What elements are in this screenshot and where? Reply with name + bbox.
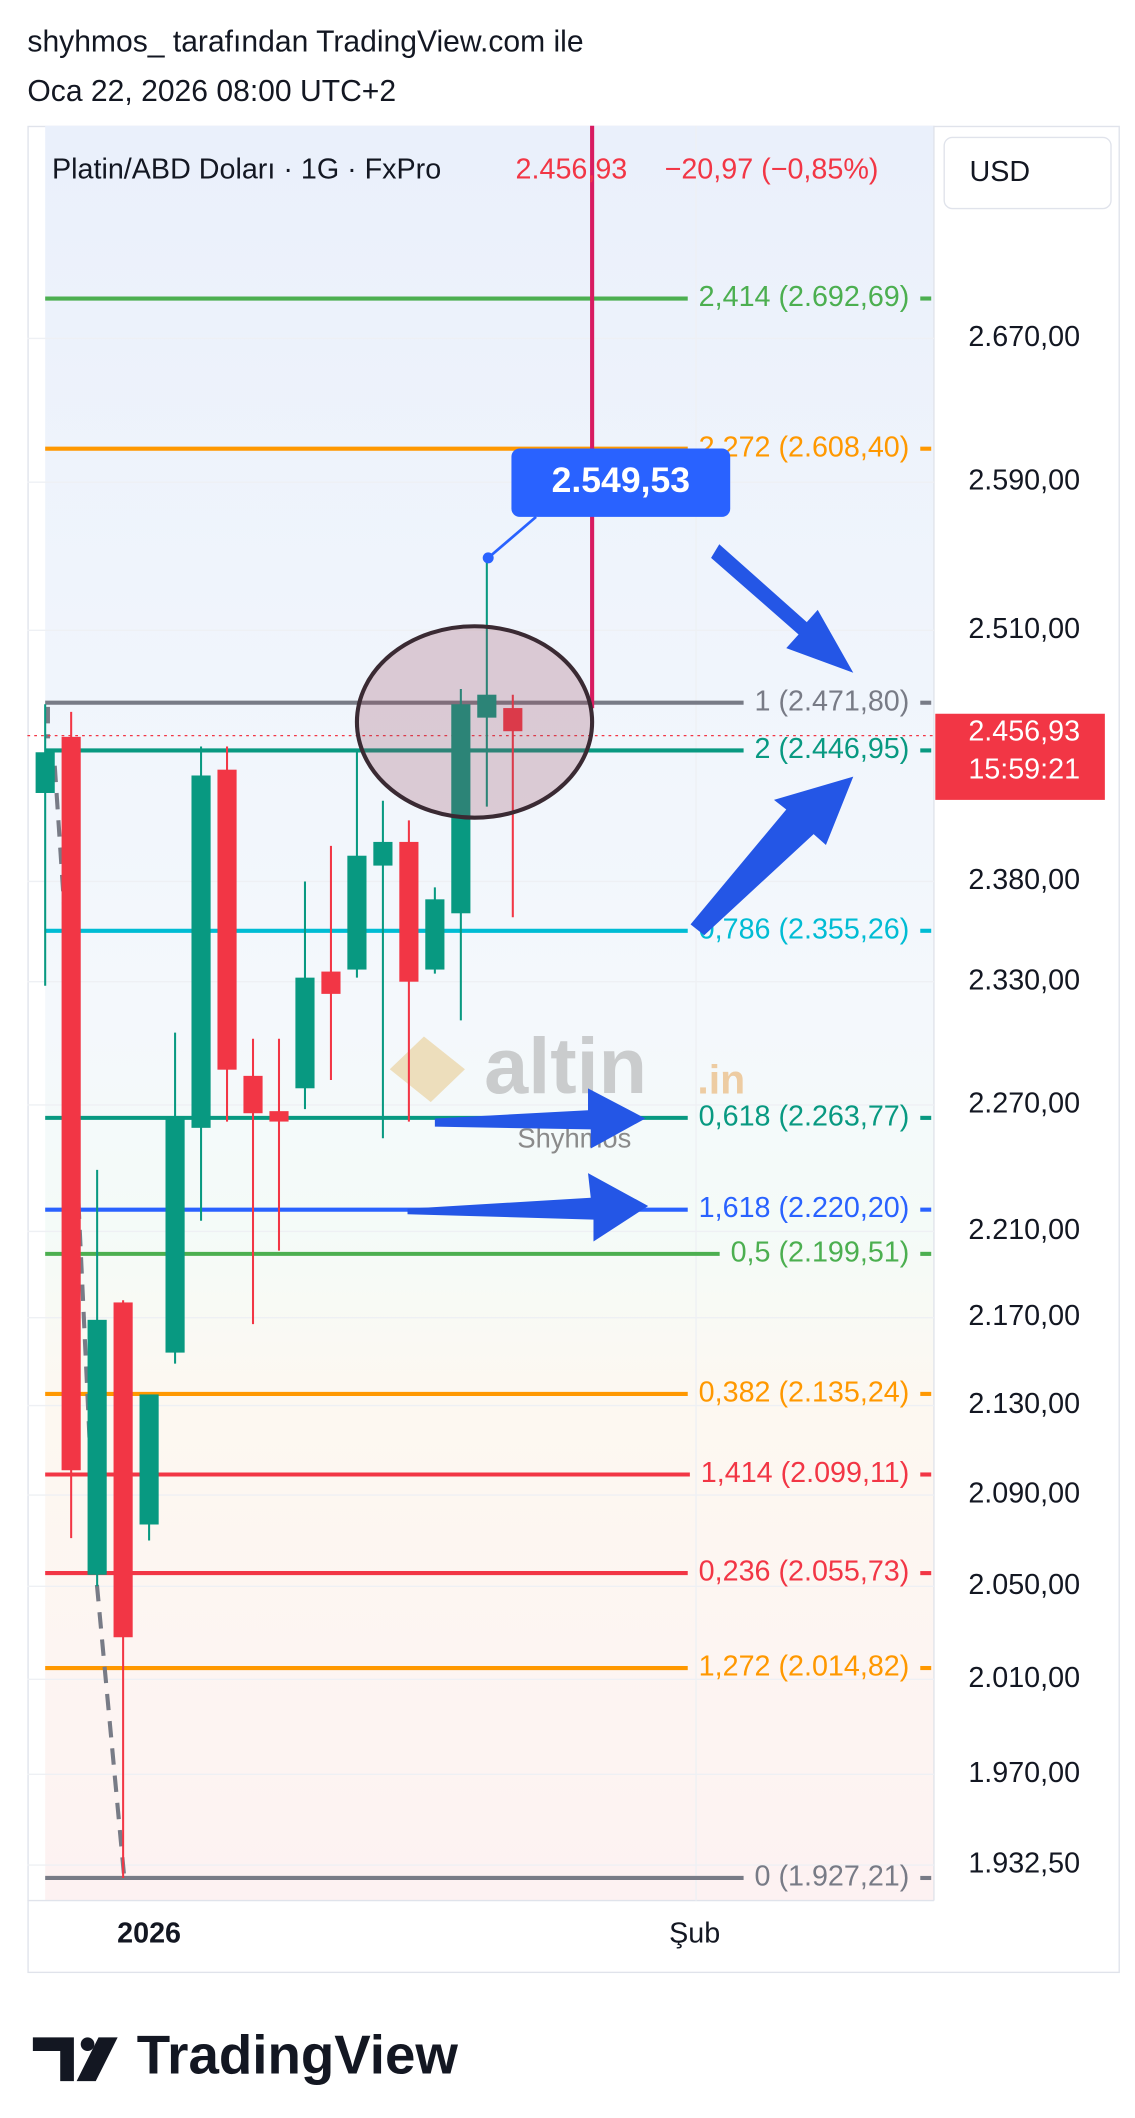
- y-tick-label: 2.590,00: [968, 465, 1080, 497]
- date-line: Oca 22, 2026 08:00 UTC+2: [27, 75, 396, 108]
- trend-line: [45, 706, 127, 1881]
- watermark-name: altin: [484, 1021, 647, 1110]
- level-label: 1,618 (2.220,20): [699, 1192, 910, 1224]
- symbol: Platin/ABD Doları · 1G · FxPro: [52, 153, 441, 185]
- candle-body: [217, 769, 237, 1070]
- price-badge-value: 2.456,93: [968, 715, 1080, 747]
- arrow: [690, 776, 854, 936]
- candle-body: [295, 977, 315, 1089]
- level-label: 0,382 (2.135,24): [699, 1376, 910, 1408]
- y-tick-label: 2.330,00: [968, 964, 1080, 996]
- x-tick-label: Şub: [669, 1917, 720, 1949]
- logo-part: [80, 2037, 95, 2052]
- level-label: 0,786 (2.355,26): [699, 913, 910, 945]
- brand: TradingView: [137, 2024, 459, 2086]
- arrows: [407, 544, 854, 1242]
- candle-body: [425, 899, 445, 970]
- last-price: 2.456,93: [516, 153, 628, 185]
- plot-background: [45, 125, 934, 1901]
- level-label: 0,5 (2.199,51): [731, 1236, 910, 1268]
- tv-logo: [32, 2037, 118, 2082]
- candle-body: [503, 708, 523, 732]
- candle-body: [269, 1111, 289, 1122]
- y-tick-label: 2.670,00: [968, 321, 1080, 353]
- candle-body: [165, 1117, 185, 1353]
- y-tick-label: 2.170,00: [968, 1300, 1080, 1332]
- y-tick-label: 2.210,00: [968, 1214, 1080, 1246]
- callout-dot: [482, 552, 494, 564]
- price-badge: [935, 713, 1105, 800]
- y-tick-label: 1.932,50: [968, 1848, 1080, 1880]
- callout-pointer: [487, 515, 537, 559]
- callout-box: [511, 448, 731, 517]
- candle-body: [321, 971, 341, 994]
- arrow: [434, 1088, 646, 1149]
- candle-body: [191, 775, 211, 1128]
- arrow: [711, 544, 854, 673]
- level-label: 1,272 (2.014,82): [699, 1651, 910, 1683]
- y-tick-label: 2.050,00: [968, 1569, 1080, 1601]
- level-label: 2 (2.446,95): [755, 733, 910, 765]
- y-tick-label: 2.130,00: [968, 1388, 1080, 1420]
- watermark-suffix: .in: [697, 1057, 745, 1103]
- level-label: 2,272 (2.608,40): [699, 431, 910, 463]
- level-label: 0,236 (2.055,73): [699, 1556, 910, 1588]
- logo-part: [76, 2037, 118, 2082]
- candle-body: [35, 752, 55, 793]
- arrow: [407, 1173, 649, 1242]
- candle-body: [87, 1319, 107, 1575]
- level-label: 2,414 (2.692,69): [699, 281, 910, 313]
- y-tick-label: 2.510,00: [968, 613, 1080, 645]
- y-tick-label: 2.270,00: [968, 1087, 1080, 1119]
- level-label: 1 (2.471,80): [755, 685, 910, 717]
- currency[interactable]: USD: [969, 156, 1030, 188]
- level-label: 1,414 (2.099,11): [701, 1457, 910, 1489]
- level-label: 0 (1.927,21): [755, 1861, 910, 1893]
- candle-body: [477, 694, 497, 718]
- candle-body: [61, 736, 81, 1471]
- y-tick-label: 2.010,00: [968, 1662, 1080, 1694]
- logo-part: [32, 2037, 74, 2082]
- candle-body: [347, 855, 367, 970]
- y-tick-label: 1.970,00: [968, 1757, 1080, 1789]
- y-tick-label: 2.380,00: [968, 864, 1080, 896]
- time-axis: 2026 Şub: [117, 1917, 720, 1949]
- candle-body: [243, 1075, 263, 1114]
- candle-body: [139, 1394, 159, 1525]
- y-tick-label: 2.090,00: [968, 1478, 1080, 1510]
- candle-body: [399, 841, 419, 982]
- candles: [35, 556, 523, 1878]
- currency-button[interactable]: [943, 136, 1112, 210]
- price-axis: 2.670,00 2.590,00 2.510,00 2.380,00 2.330,00…: [968, 321, 1080, 1880]
- candle-body: [373, 841, 393, 866]
- callout-text: 2.549,53: [552, 460, 690, 500]
- x-tick-label: 2026: [117, 1917, 181, 1949]
- candle-body: [451, 704, 471, 914]
- candle-body: [113, 1302, 133, 1638]
- author-line: shyhmos_ tarafından TradingView.com ile: [27, 26, 583, 59]
- highlight-ellipse: [354, 624, 595, 820]
- countdown: 15:59:21: [968, 754, 1080, 786]
- level-label: 0,618 (2.263,77): [699, 1100, 910, 1132]
- price-change: −20,97 (−0,85%): [665, 153, 879, 185]
